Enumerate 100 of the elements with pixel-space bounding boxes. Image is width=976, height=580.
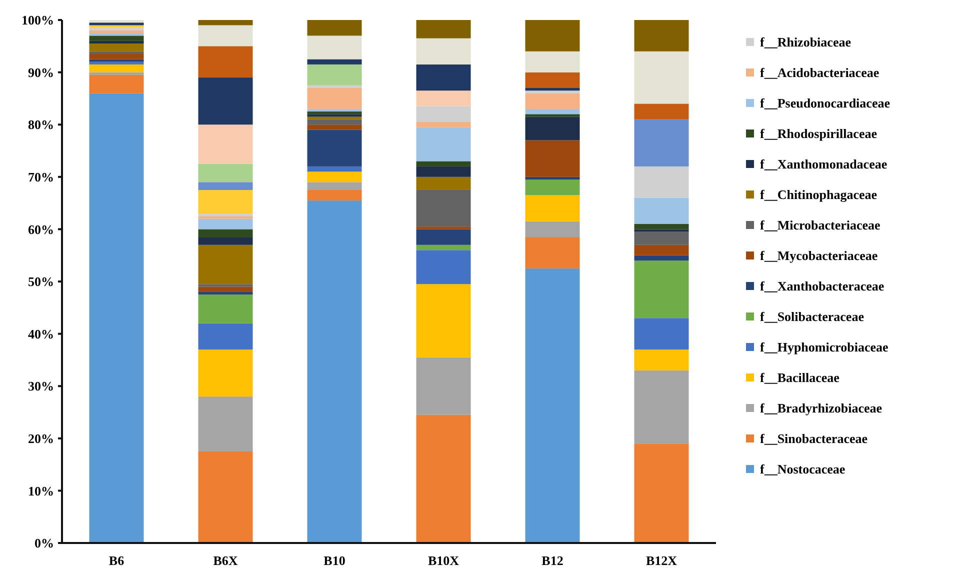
x-tick-label: B6X [213,553,238,568]
bar [89,40,144,44]
bar [525,93,580,109]
y-tick-label: 0% [34,536,54,551]
bar [89,30,144,34]
bar [89,54,144,60]
x-tick-label: B10 [324,553,346,568]
bar [416,161,471,166]
legend-label: f__Nostocaceae [760,462,846,477]
bar [307,116,362,120]
bar [89,22,144,26]
bar [416,122,471,128]
bar [525,176,580,180]
bar [416,64,471,91]
bar [525,72,580,88]
legend-label: f__Bacillaceae [760,370,840,386]
bar [198,218,253,230]
bar [416,414,471,543]
bar [307,36,362,60]
bar [198,216,253,219]
bar [198,294,253,324]
bar [307,108,362,112]
bar [416,244,471,250]
bar [307,114,362,117]
bar [89,62,144,64]
y-tick-label: 70% [28,169,54,184]
bar [634,119,689,166]
bar [198,78,253,125]
legend-label: f__Xanthomonadaceae [760,156,888,172]
bar [307,190,362,200]
y-tick-label: 10% [28,483,54,498]
bar [89,64,144,72]
bar [89,28,144,30]
bar [634,370,689,444]
bar [634,232,689,245]
bar [416,229,471,245]
bar [525,51,580,72]
bar [198,46,253,78]
bar [525,221,580,238]
bar [307,182,362,190]
bar [416,90,471,106]
bar [525,90,580,94]
bar [307,166,362,172]
bar [198,292,253,295]
bar [307,119,362,125]
bar [634,244,689,256]
bar [198,20,253,26]
y-tick-label: 50% [28,274,54,290]
bar [525,108,580,114]
bar [525,20,580,52]
legend-label: f__Mycobacteriaceae [760,248,878,264]
bar [198,286,253,292]
bar [634,255,689,261]
bar [634,20,689,52]
bar [525,88,580,91]
bar [307,124,362,130]
y-tick-label: 30% [28,378,54,394]
bar [198,214,253,216]
bar [89,20,144,23]
y-tick-label: 20% [28,430,54,446]
bar [89,25,144,28]
bar [89,33,144,36]
bar [307,20,362,36]
bar [198,237,253,245]
y-tick-label: 80% [28,117,54,132]
bar [416,284,471,358]
bar [198,229,253,238]
bar [198,396,253,452]
bar [198,244,253,284]
bar [416,38,471,64]
bar [416,166,471,177]
legend-label: f__Sinobacteraceae [760,431,868,446]
bar [416,190,471,227]
bar [416,106,471,122]
legend-label: f__Microbacteriaceae [760,218,881,233]
bar [198,164,253,182]
bar [634,224,689,230]
bar [89,59,144,62]
bar [307,200,362,543]
bar [89,93,144,543]
x-tick-label: B6 [108,553,125,568]
bar [198,25,253,46]
legend-label: f__Rhizobiaceae [760,34,852,50]
legend-label: f__Hyphomicrobiaceae [760,340,889,355]
bar [198,451,253,543]
bar [307,112,362,114]
bar [416,176,471,190]
bar [89,44,144,52]
bar [89,74,144,94]
legend-label: f__Rhodospirillaceae [760,126,878,142]
bar [634,444,689,543]
y-tick-label: 90% [28,64,54,80]
bar [416,226,471,230]
bar [89,36,144,41]
bar [525,180,580,196]
bar [307,130,362,166]
bar [89,72,144,75]
bar [634,229,689,232]
legend-label: f__Xanthobacteraceae [760,278,884,294]
bar [634,260,689,318]
